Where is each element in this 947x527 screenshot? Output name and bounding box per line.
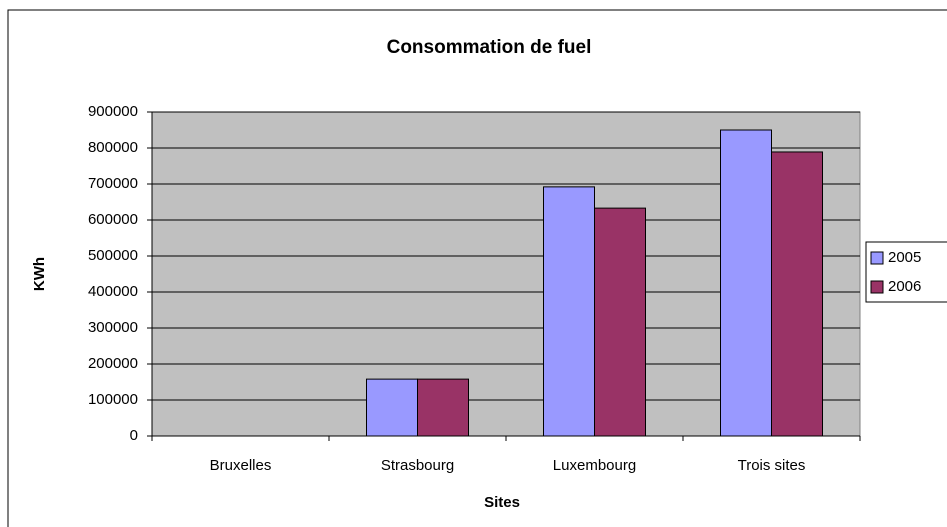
- x-tick-label: Bruxelles: [210, 457, 272, 474]
- bar: [771, 151, 823, 437]
- legend-label: 2005: [888, 249, 921, 266]
- x-tick-label: Luxembourg: [553, 457, 636, 474]
- y-tick-label: 700000: [88, 175, 138, 192]
- y-axis-title: KWh: [31, 257, 48, 291]
- bar: [594, 207, 646, 437]
- y-tick-label: 600000: [88, 211, 138, 228]
- y-tick-label: 300000: [88, 319, 138, 336]
- legend-swatch: [870, 251, 884, 265]
- x-axis-title: Sites: [484, 494, 520, 511]
- x-tick-label: Strasbourg: [381, 457, 454, 474]
- legend-swatch: [870, 280, 884, 294]
- y-tick-label: 200000: [88, 355, 138, 372]
- y-tick-label: 400000: [88, 283, 138, 300]
- legend-label: 2006: [888, 278, 921, 295]
- y-tick-label: 900000: [88, 103, 138, 120]
- y-tick-label: 100000: [88, 391, 138, 408]
- y-tick-label: 800000: [88, 139, 138, 156]
- y-tick-label: 500000: [88, 247, 138, 264]
- bar: [366, 378, 418, 437]
- bar: [720, 129, 772, 437]
- x-tick-label: Trois sites: [738, 457, 806, 474]
- bar: [417, 378, 469, 437]
- chart-title: Consommation de fuel: [387, 37, 592, 58]
- bar: [543, 186, 595, 437]
- y-tick-label: 0: [130, 427, 138, 444]
